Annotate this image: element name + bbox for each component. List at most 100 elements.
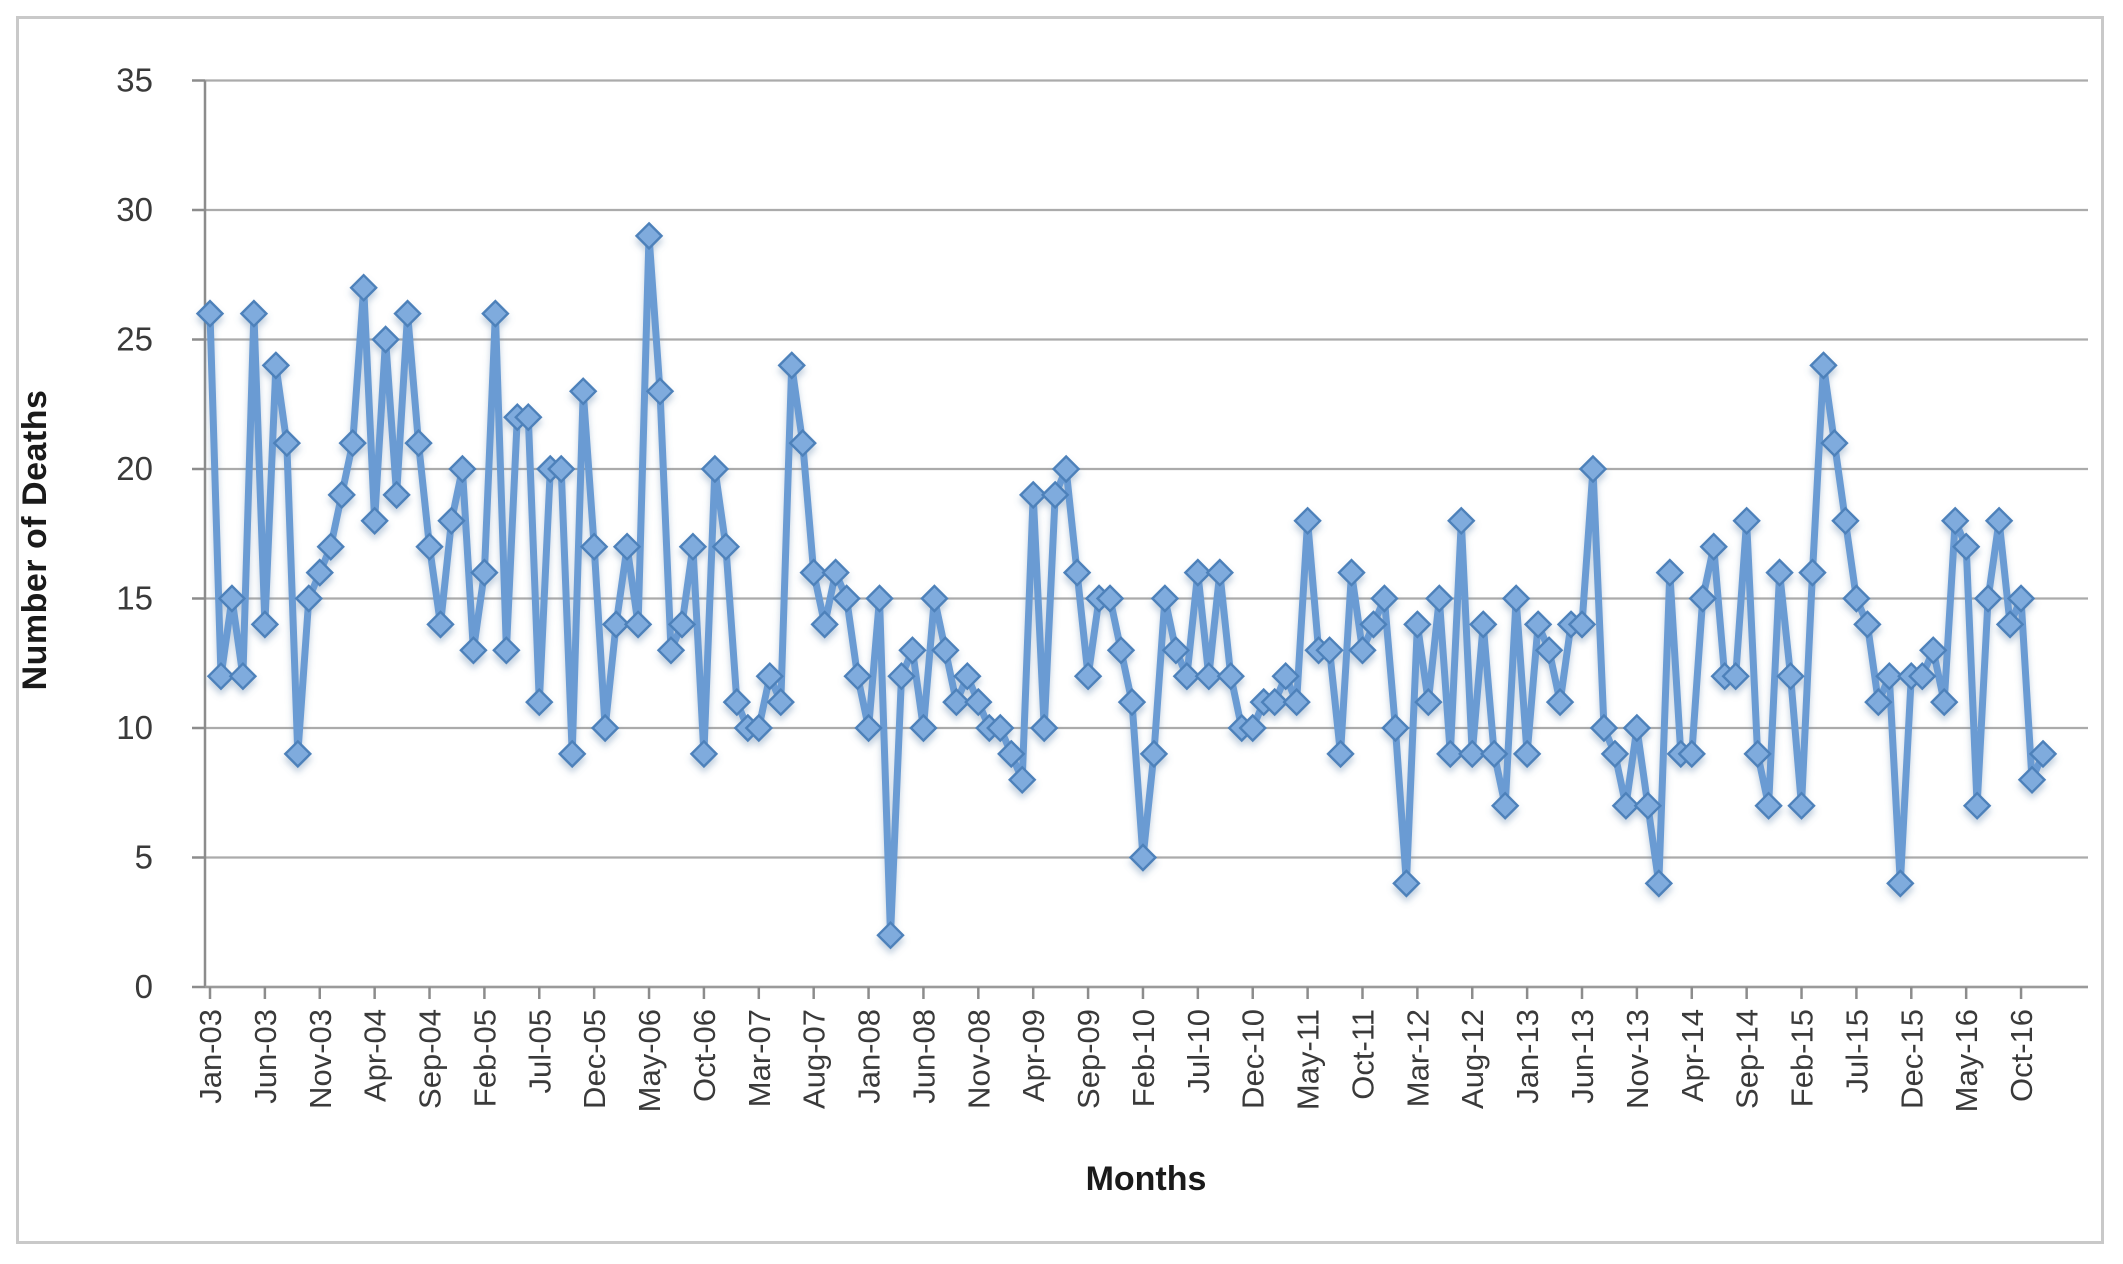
data-point-marker (327, 480, 356, 510)
data-point-marker (1688, 584, 1717, 613)
x-tick-label: Feb-15 (1785, 1009, 1820, 1107)
data-point-marker (1600, 739, 1630, 769)
data-point-marker (1523, 610, 1553, 639)
data-point-marker (667, 610, 697, 639)
data-point-marker (645, 377, 675, 406)
data-point-marker (2006, 584, 2036, 613)
y-tick-label: 35 (116, 62, 153, 99)
data-point-marker (777, 351, 806, 380)
data-point-marker (1875, 662, 1904, 691)
data-point-marker (1973, 584, 2003, 613)
data-point-marker (470, 558, 499, 587)
data-point-marker (1644, 869, 1674, 898)
data-point-marker (1886, 869, 1915, 898)
x-tick-label: Nov-03 (303, 1009, 338, 1109)
data-point-marker (1567, 610, 1597, 639)
x-tick-label: Aug-07 (797, 1009, 832, 1109)
data-point-marker (1545, 687, 1575, 717)
x-tick-label: Apr-14 (1675, 1009, 1710, 1102)
data-point-marker (920, 584, 949, 613)
data-point-marker (338, 428, 367, 458)
data-point-marker (1490, 791, 1520, 820)
x-tick-label: Nov-08 (961, 1009, 996, 1109)
data-point-marker (206, 662, 236, 691)
data-point-marker (1447, 506, 1476, 535)
x-tick-label: Sep-04 (413, 1009, 448, 1109)
x-tick-label: Mar-07 (742, 1009, 777, 1107)
data-point-marker (448, 454, 477, 484)
data-point-marker (1589, 713, 1619, 743)
x-tick-label: Jun-03 (248, 1009, 283, 1104)
y-tick-label: 25 (116, 321, 153, 358)
data-point-marker (1106, 636, 1136, 665)
data-point-marker (1326, 739, 1355, 769)
data-point-marker (1919, 636, 1948, 665)
data-point-marker (1776, 662, 1805, 691)
data-point-marker (744, 713, 773, 743)
x-tick-label: Feb-05 (467, 1009, 502, 1107)
data-point-marker (514, 403, 543, 432)
data-point-marker (1501, 584, 1531, 613)
data-point-marker (437, 506, 466, 535)
data-point-marker (1809, 351, 1838, 380)
data-point-marker (1611, 791, 1641, 820)
data-point-marker (1578, 454, 1608, 484)
x-tick-label: Mar-12 (1400, 1009, 1435, 1107)
data-point-marker (931, 636, 960, 665)
x-tick-label: Oct-06 (687, 1009, 722, 1102)
data-point-marker (261, 351, 291, 380)
data-point-marker (228, 662, 258, 691)
data-point-marker (195, 299, 225, 328)
data-point-marker (426, 610, 455, 639)
data-point-marker (1743, 739, 1772, 769)
data-point-marker (1930, 687, 1959, 717)
data-point-marker (634, 221, 664, 251)
x-tick-label: Feb-10 (1126, 1009, 1161, 1107)
data-point-marker (1798, 558, 1827, 587)
data-point-marker (525, 687, 554, 717)
series-number-of-deaths (195, 221, 2058, 950)
data-point-marker (843, 662, 872, 691)
data-point-marker (316, 532, 345, 561)
data-point-marker (799, 558, 828, 587)
data-point-marker (404, 428, 433, 458)
data-point-marker (1864, 687, 1893, 717)
data-point-marker (1095, 584, 1125, 613)
data-point-marker (2017, 765, 2047, 794)
data-point-marker (1150, 584, 1180, 613)
data-point-marker (1051, 454, 1081, 484)
x-tick-label: Jan-13 (1510, 1009, 1545, 1104)
data-point-marker (1348, 636, 1377, 665)
data-point-marker (283, 739, 313, 769)
data-point-marker (1019, 480, 1048, 510)
x-tick-label: Apr-04 (358, 1009, 393, 1102)
data-point-marker (1633, 791, 1663, 820)
data-point-marker (459, 636, 488, 665)
series-line (206, 232, 2047, 939)
data-point-marker (1512, 739, 1542, 769)
x-tick-label: Jan-08 (852, 1009, 887, 1104)
y-tick-label: 5 (135, 839, 153, 876)
y-axis-title: Number of Deaths (16, 389, 54, 691)
data-point-marker (700, 454, 730, 484)
data-point-marker (1194, 662, 1224, 691)
data-point-marker (1984, 506, 2014, 535)
data-point-marker (1216, 662, 1245, 691)
data-point-marker (1721, 662, 1750, 691)
data-point-marker (1853, 610, 1882, 639)
data-point-marker (1392, 869, 1421, 898)
data-point-marker (1699, 532, 1728, 561)
x-tick-label: Dec-05 (577, 1009, 612, 1109)
data-point-marker (1282, 687, 1311, 717)
data-point-marker (349, 273, 378, 302)
data-point-marker (876, 921, 905, 950)
data-point-marker (1995, 610, 2025, 639)
data-point-marker (1359, 610, 1388, 639)
data-point-marker (1238, 713, 1267, 743)
data-point-marker (1370, 584, 1399, 613)
x-tick-label: Dec-15 (1894, 1009, 1929, 1109)
data-point-marker (997, 739, 1026, 769)
x-tick-label: Jan-03 (193, 1009, 228, 1104)
